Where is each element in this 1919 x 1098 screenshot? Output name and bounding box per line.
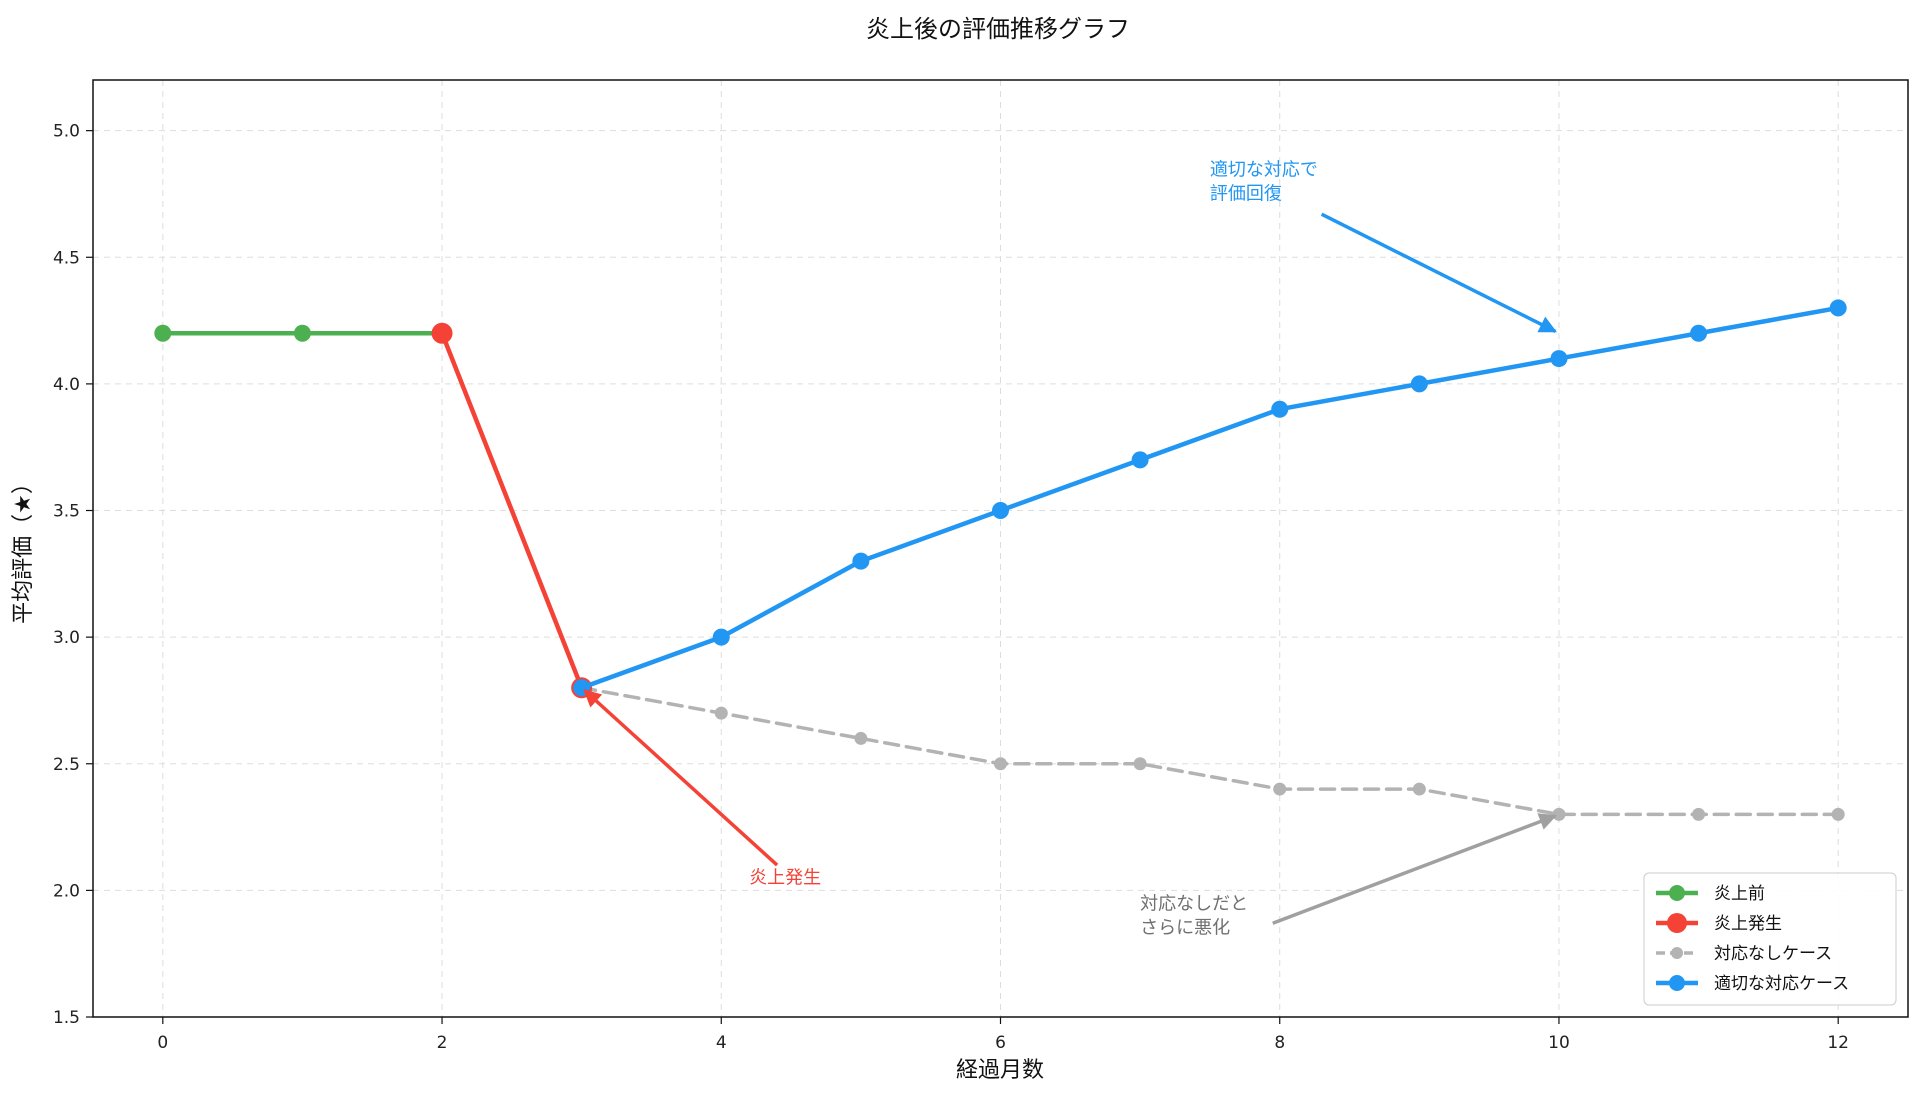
grid-layer [93, 80, 1908, 1018]
legend-swatch-marker [1667, 913, 1687, 933]
data-point [154, 324, 172, 342]
x-tick-label: 6 [995, 1033, 1006, 1053]
data-point [1690, 324, 1708, 342]
y-tick-label: 4.0 [53, 375, 80, 395]
y-tick-label: 1.5 [53, 1008, 80, 1028]
x-tick-label: 4 [716, 1033, 727, 1053]
data-point [714, 706, 728, 720]
legend-swatch-marker [1669, 885, 1685, 901]
data-point [994, 757, 1007, 771]
annotation-arrow [1272, 813, 1557, 925]
y-tick-label: 5.0 [53, 122, 80, 142]
annotation-text: 適切な対応で [1210, 159, 1318, 180]
series-line [579, 686, 1840, 817]
legend-label: 適切な対応ケース [1714, 974, 1849, 994]
data-point [854, 731, 868, 745]
data-point [1273, 782, 1287, 796]
legend-box [1643, 872, 1897, 1006]
y-tick-label: 4.5 [53, 248, 80, 268]
annotation-text: さらに悪化 [1140, 918, 1230, 939]
data-point [431, 322, 453, 344]
annotation-text: 対応なしだと [1140, 894, 1248, 915]
data-point [1133, 757, 1147, 771]
legend-label: 炎上発生 [1714, 914, 1782, 934]
data-point [1271, 400, 1289, 418]
series-line [439, 330, 584, 691]
x-tick-label: 8 [1274, 1033, 1285, 1053]
annotation-arrow [1320, 212, 1557, 334]
data-point [1412, 782, 1426, 796]
data-point [1410, 375, 1428, 393]
data-point [1692, 807, 1706, 821]
tick-layer: 0 2 4 6 8 10 12 1.5 2.0 2.5 3.0 3.5 4.0 4.5 5.0 [53, 122, 1849, 1053]
data-point [293, 324, 311, 342]
legend-swatch-marker [1671, 947, 1683, 959]
data-point [992, 502, 1009, 520]
series-line [579, 305, 1841, 691]
y-tick-label: 3.0 [53, 628, 80, 648]
y-tick-label: 2.0 [53, 881, 80, 901]
series-layer [154, 299, 1847, 821]
annotation-arrow [583, 689, 779, 867]
x-tick-label: 0 [157, 1033, 168, 1053]
x-tick-label: 12 [1827, 1033, 1849, 1053]
chart-title: 炎上後の評価推移グラフ [866, 15, 1130, 43]
data-point [1550, 350, 1568, 368]
y-axis-label: 平均評価（★） [11, 472, 36, 624]
data-point [1829, 299, 1847, 317]
annotation-text: 炎上発生 [749, 868, 821, 889]
y-tick-label: 2.5 [53, 755, 80, 775]
legend-label: 対応なしケース [1714, 944, 1832, 964]
legend-swatch-marker [1669, 975, 1685, 991]
x-tick-label: 10 [1548, 1033, 1570, 1053]
data-point [852, 552, 870, 570]
x-axis-label: 経過月数 [956, 1058, 1044, 1083]
y-tick-label: 3.5 [53, 502, 80, 522]
data-point [1831, 807, 1845, 821]
x-tick-label: 2 [437, 1033, 448, 1053]
data-point [712, 628, 730, 646]
annotation-text: 評価回復 [1210, 183, 1282, 204]
data-point [1131, 451, 1149, 469]
legend-label: 炎上前 [1714, 884, 1765, 904]
